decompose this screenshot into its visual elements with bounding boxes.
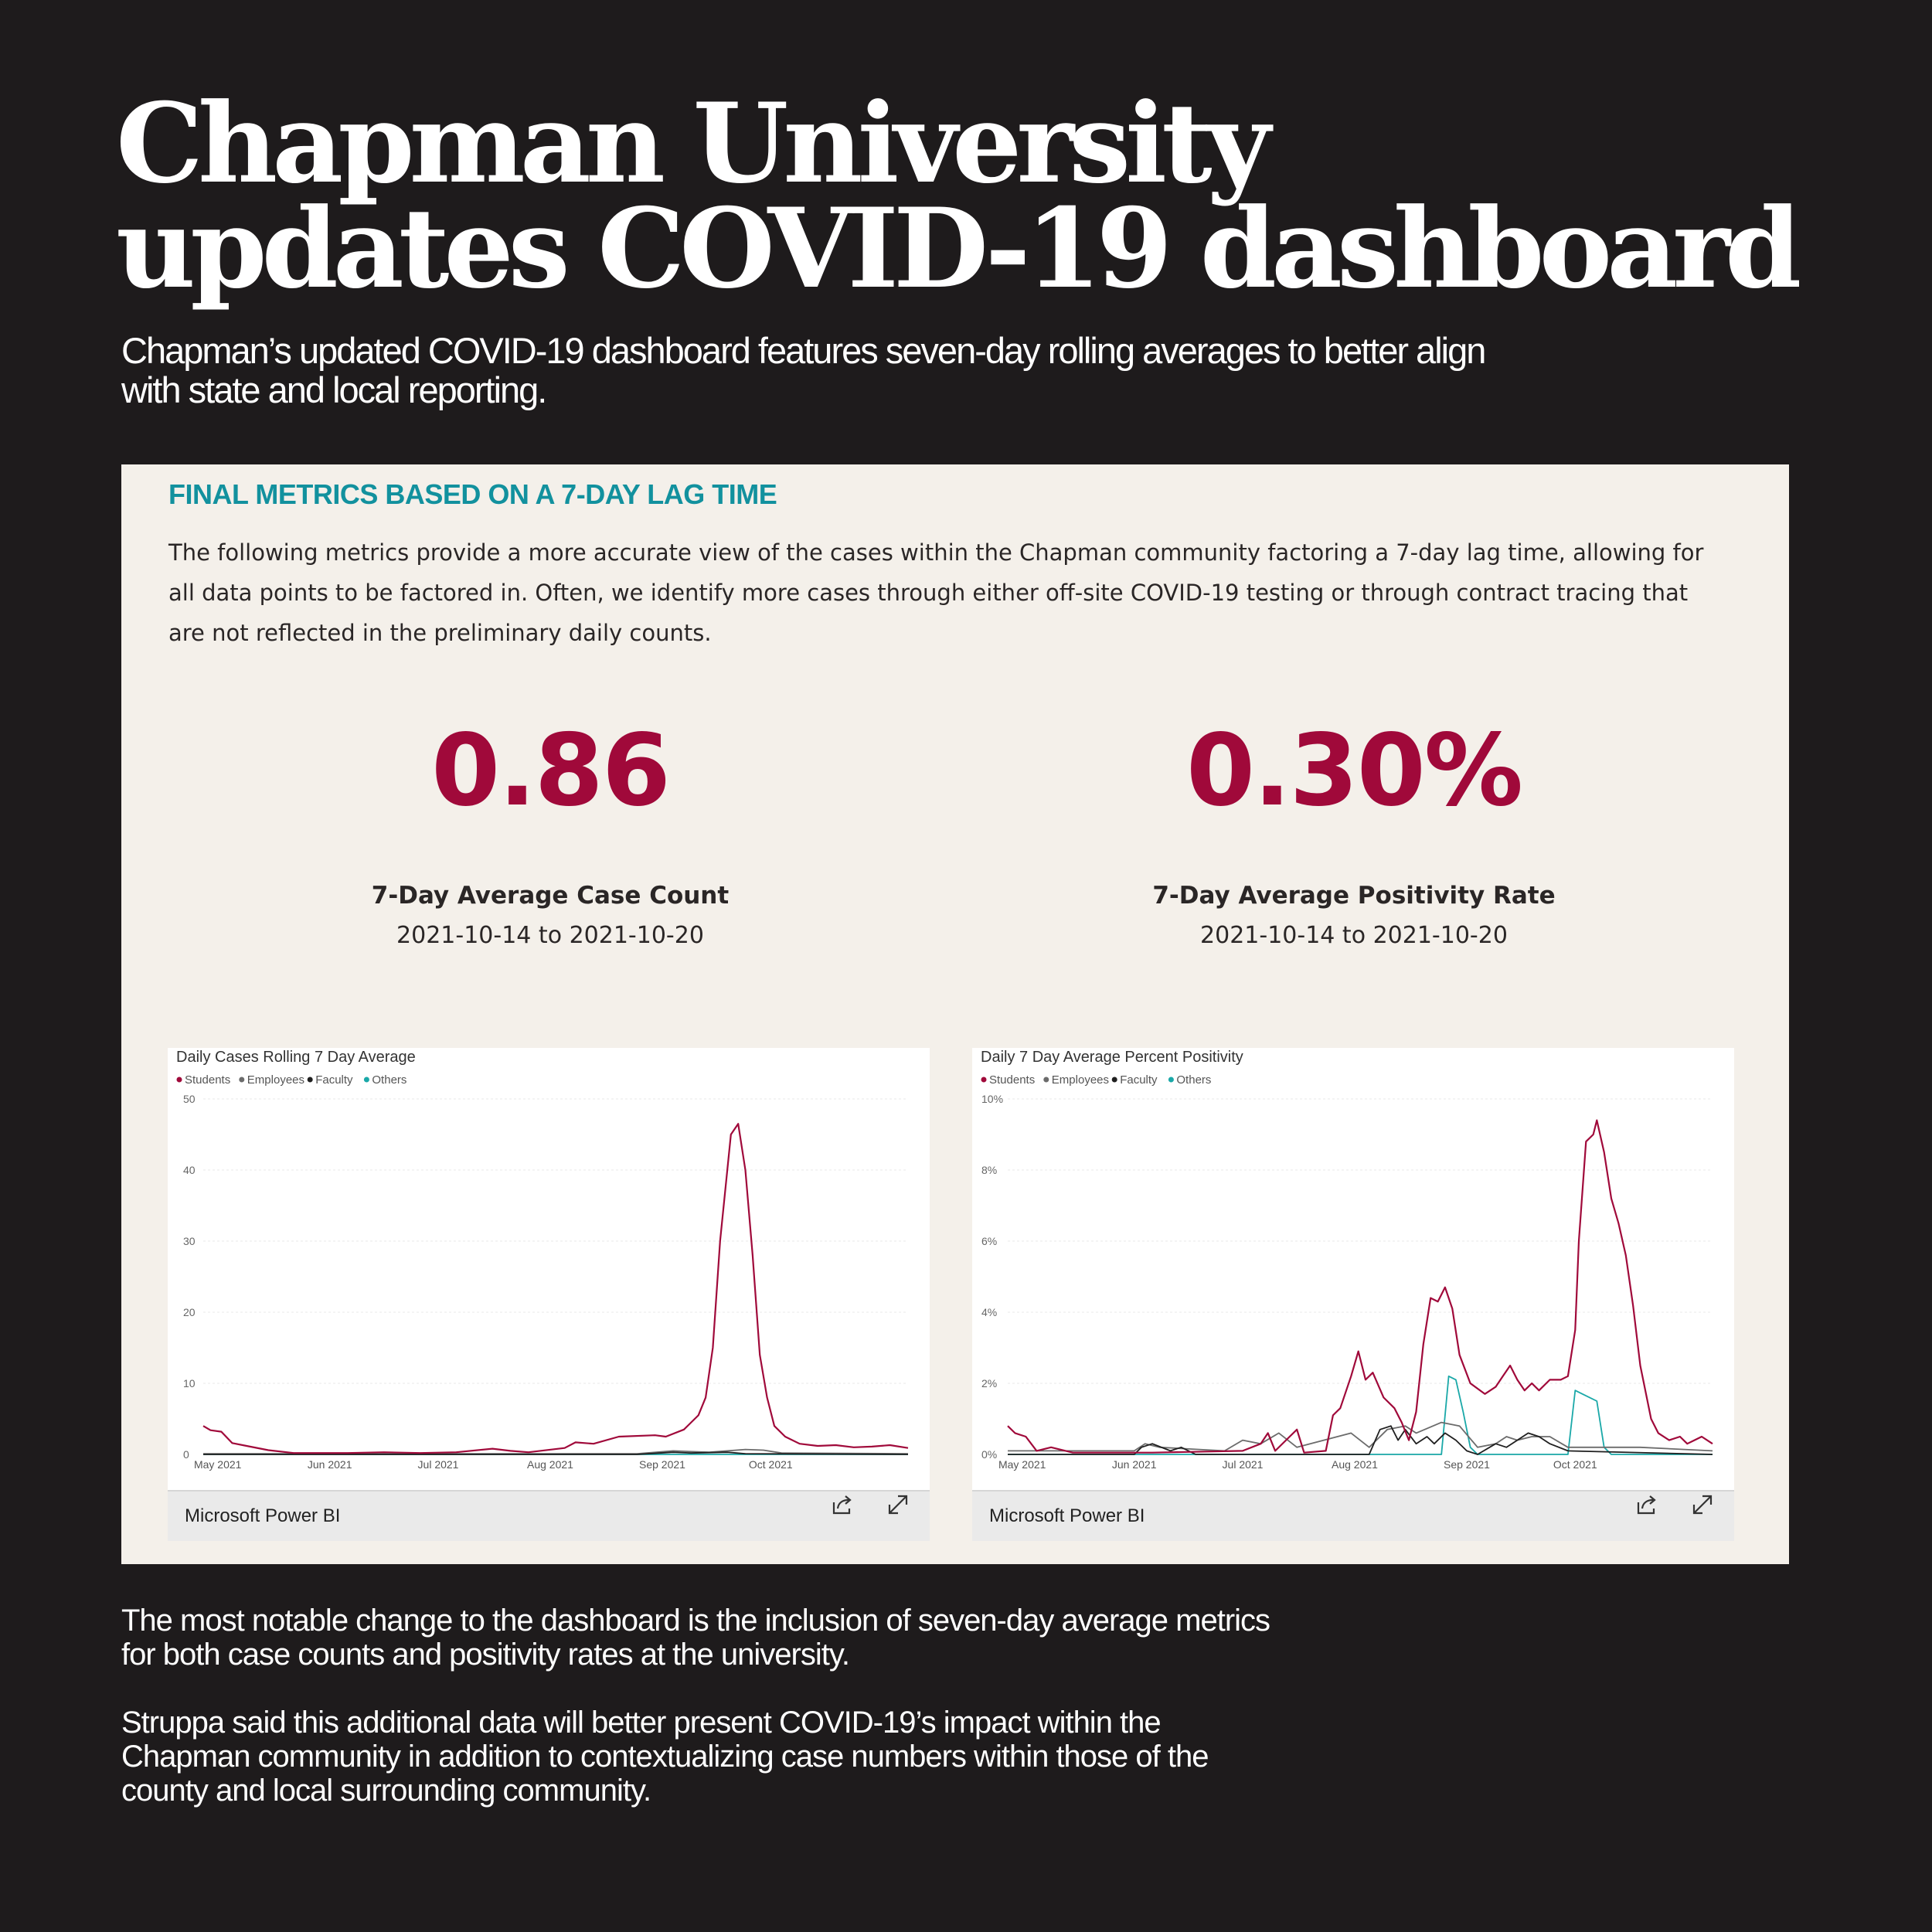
y-tick-label: 6% (981, 1235, 997, 1247)
x-tick-label: Jul 2021 (1223, 1458, 1264, 1471)
legend-item-faculty[interactable]: Faculty (307, 1073, 353, 1087)
legend-marker (307, 1077, 313, 1083)
metric-date-range: 2021-10-14 to 2021-10-20 (396, 922, 704, 949)
legend-label: Others (372, 1073, 406, 1087)
body-paragraph-2: Struppa said this additional data will b… (121, 1706, 1209, 1808)
legend-label: Others (1176, 1073, 1211, 1087)
metric-case-count: 0.86 7-Day Average Case Count 2021-10-14… (202, 713, 898, 949)
headline: Chapman University updates COVID-19 dash… (116, 80, 1855, 313)
y-tick-label: 8% (981, 1164, 997, 1176)
legend-marker (981, 1077, 987, 1083)
x-tick-label: Aug 2021 (1332, 1458, 1378, 1471)
body-paragraph-1: The most notable change to the dashboard… (121, 1604, 1270, 1672)
y-tick-label: 0 (183, 1448, 189, 1461)
legend-item-employees[interactable]: Employees (239, 1073, 304, 1087)
y-tick-label: 4% (981, 1306, 997, 1318)
legend-marker (1168, 1077, 1174, 1083)
positivity-line-chart[interactable]: Daily 7 Day Average Percent Positivity St… (972, 1048, 1734, 1490)
metric-label: 7-Day Average Positivity Rate (1152, 882, 1556, 910)
x-tick-label: Oct 2021 (749, 1458, 793, 1471)
headline-line-2: updates COVID-19 dashboard (116, 185, 1801, 313)
y-tick-label: 10% (981, 1093, 1003, 1105)
series-line-students[interactable] (202, 1123, 909, 1454)
metric-value: 0.30% (1185, 713, 1523, 828)
legend-marker (1111, 1077, 1117, 1083)
x-tick-label: Jul 2021 (418, 1458, 459, 1471)
y-tick-label: 2% (981, 1377, 997, 1389)
chart-title: Daily Cases Rolling 7 Day Average (176, 1049, 416, 1066)
expand-icon[interactable] (885, 1492, 911, 1518)
panel-description: The following metrics provide a more acc… (168, 539, 1704, 646)
chart-footer: Microsoft Power BI (972, 1490, 1734, 1541)
expand-icon[interactable] (1689, 1492, 1716, 1518)
metric-label: 7-Day Average Case Count (371, 882, 730, 910)
legend-label: Students (185, 1073, 230, 1087)
headline-line-1: Chapman University (116, 80, 1270, 208)
chart-footer: Microsoft Power BI (168, 1490, 930, 1541)
y-tick-label: 50 (183, 1093, 196, 1105)
powerbi-label: Microsoft Power BI (185, 1505, 341, 1526)
legend-marker (176, 1077, 182, 1083)
share-icon[interactable] (829, 1492, 855, 1518)
powerbi-label: Microsoft Power BI (989, 1505, 1145, 1526)
y-tick-label: 10 (183, 1377, 196, 1389)
legend-item-students[interactable]: Students (981, 1073, 1036, 1087)
metric-positivity-rate: 0.30% 7-Day Average Positivity Rate 2021… (1006, 713, 1702, 949)
legend-label: Employees (247, 1073, 304, 1087)
y-tick-label: 20 (183, 1306, 196, 1318)
x-tick-label: Oct 2021 (1553, 1458, 1597, 1471)
x-tick-label: Sep 2021 (1444, 1458, 1490, 1471)
series-line-students[interactable] (1007, 1119, 1713, 1454)
y-tick-label: 30 (183, 1235, 196, 1247)
x-tick-label: May 2021 (998, 1458, 1046, 1471)
x-tick-label: Jun 2021 (1112, 1458, 1157, 1471)
subhead: Chapman’s updated COVID-19 dashboard fea… (121, 330, 1486, 410)
legend-label: Faculty (1120, 1073, 1158, 1087)
panel-heading: FINAL METRICS BASED ON A 7-DAY LAG TIME (168, 478, 777, 510)
legend-label: Employees (1052, 1073, 1109, 1087)
legend-marker (1043, 1077, 1049, 1083)
chart-card-positivity[interactable]: Daily 7 Day Average Percent Positivity St… (972, 1048, 1734, 1541)
legend-item-others[interactable]: Others (363, 1073, 407, 1087)
series-line-others[interactable] (1008, 1375, 1713, 1455)
series-line-employees[interactable] (1008, 1421, 1713, 1452)
legend-item-employees[interactable]: Employees (1043, 1073, 1109, 1087)
chart-card-cases[interactable]: Daily Cases Rolling 7 Day Average Student… (168, 1048, 930, 1541)
share-icon[interactable] (1634, 1492, 1660, 1518)
legend-label: Faculty (315, 1073, 353, 1087)
legend-item-students[interactable]: Students (176, 1073, 231, 1087)
x-tick-label: Sep 2021 (639, 1458, 685, 1471)
series-line-faculty[interactable] (203, 1451, 909, 1455)
x-tick-label: May 2021 (194, 1458, 242, 1471)
legend-marker (239, 1077, 245, 1083)
legend-marker (363, 1077, 369, 1083)
series-line-faculty[interactable] (1008, 1425, 1713, 1455)
metric-value: 0.86 (431, 713, 671, 828)
legend-item-others[interactable]: Others (1168, 1073, 1212, 1087)
cases-line-chart[interactable]: Daily Cases Rolling 7 Day Average Student… (168, 1048, 930, 1490)
y-tick-label: 0% (981, 1448, 997, 1461)
legend-item-faculty[interactable]: Faculty (1111, 1073, 1158, 1087)
dashboard-panel: FINAL METRICS BASED ON A 7-DAY LAG TIME … (121, 464, 1789, 1564)
x-tick-label: Jun 2021 (308, 1458, 352, 1471)
legend-label: Students (989, 1073, 1035, 1087)
metric-date-range: 2021-10-14 to 2021-10-20 (1200, 922, 1508, 949)
x-tick-label: Aug 2021 (527, 1458, 573, 1471)
chart-title: Daily 7 Day Average Percent Positivity (981, 1049, 1243, 1066)
y-tick-label: 40 (183, 1164, 196, 1176)
